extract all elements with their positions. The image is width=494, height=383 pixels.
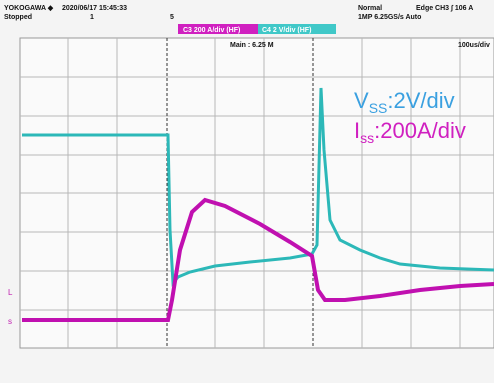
trigger: Edge CH3 ∫ 106 A (416, 5, 473, 12)
timebase: 100us/div (458, 42, 490, 49)
scale: :2V/div (387, 88, 454, 113)
scope-screen: YOKOGAWA ◆ 2020/06/17 15:45:33 Stopped 1… (0, 0, 494, 383)
subscript: ss (360, 130, 374, 146)
ch4-label: C4 2 V/div (HF) (262, 27, 311, 34)
symbol: V (354, 88, 369, 113)
subscript: SS (369, 100, 388, 116)
status: Stopped (4, 14, 32, 21)
brand: YOKOGAWA ◆ (4, 5, 54, 12)
sampling: 1MP 6.25GS/s Auto (358, 14, 421, 21)
ch3-label: C3 200 A/div (HF) (183, 27, 240, 34)
count: 1 (90, 14, 94, 21)
scale: :200A/div (374, 118, 466, 143)
mode: Normal (358, 5, 382, 12)
ch-marker: s (8, 317, 12, 326)
datetime: 2020/06/17 15:45:33 (62, 5, 127, 12)
main-label: Main : 6.25 M (230, 42, 274, 49)
marker: 5 (170, 14, 174, 21)
ch-marker: L (8, 288, 13, 297)
